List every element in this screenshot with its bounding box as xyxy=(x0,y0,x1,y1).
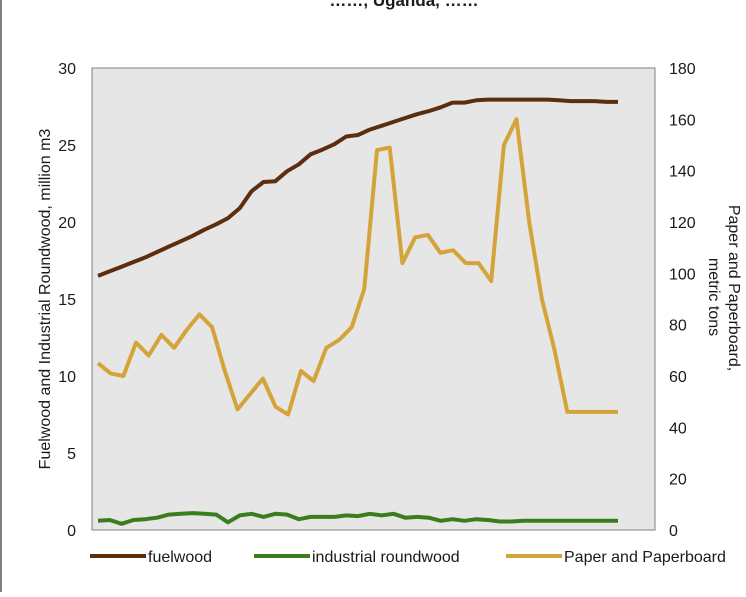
right-tick-label: 60 xyxy=(669,369,687,386)
left-tick-label: 5 xyxy=(67,446,76,463)
series-line-industrial-roundwood xyxy=(97,511,618,526)
right-tick-label: 120 xyxy=(669,215,696,232)
right-tick-label: 140 xyxy=(669,164,696,181)
left-tick-label: 25 xyxy=(58,138,76,155)
right-tick-label: 0 xyxy=(669,523,678,540)
chart-title: ……, Uganda, …… xyxy=(329,0,478,10)
right-axis-title-line-2: metric tons xyxy=(705,258,722,336)
right-tick-label: 100 xyxy=(669,266,696,283)
right-axis-title-line-1: Paper and Paperboard, xyxy=(725,205,742,371)
right-tick-label: 40 xyxy=(669,420,687,437)
right-tick-label: 80 xyxy=(669,318,687,335)
right-tick-label: 20 xyxy=(669,472,687,489)
series-line-paper-and-paperboard xyxy=(96,117,618,417)
left-tick-label: 15 xyxy=(58,292,76,309)
legend-label-paper-and-paperboard: Paper and Paperboard xyxy=(564,549,726,566)
plot-area xyxy=(91,67,656,531)
legend: fuelwood industrial roundwood Paper and … xyxy=(90,549,726,566)
legend-label-industrial-roundwood: industrial roundwood xyxy=(312,549,460,566)
right-axis-ticks: 0 20 40 60 80 100 120 140 160 180 xyxy=(669,61,696,540)
series-line-fuelwood xyxy=(97,97,618,278)
left-tick-label: 30 xyxy=(58,61,76,78)
left-axis-ticks: 0 5 10 15 20 25 30 xyxy=(58,61,76,540)
left-tick-label: 0 xyxy=(67,523,76,540)
left-tick-label: 20 xyxy=(58,215,76,232)
legend-label-fuelwood: fuelwood xyxy=(148,549,212,566)
right-tick-label: 160 xyxy=(669,112,696,129)
series-lines xyxy=(96,97,618,526)
left-axis-title: Fuelwood and Industrial Roundwood, milli… xyxy=(37,129,54,470)
right-tick-label: 180 xyxy=(669,61,696,78)
left-tick-label: 10 xyxy=(58,369,76,386)
